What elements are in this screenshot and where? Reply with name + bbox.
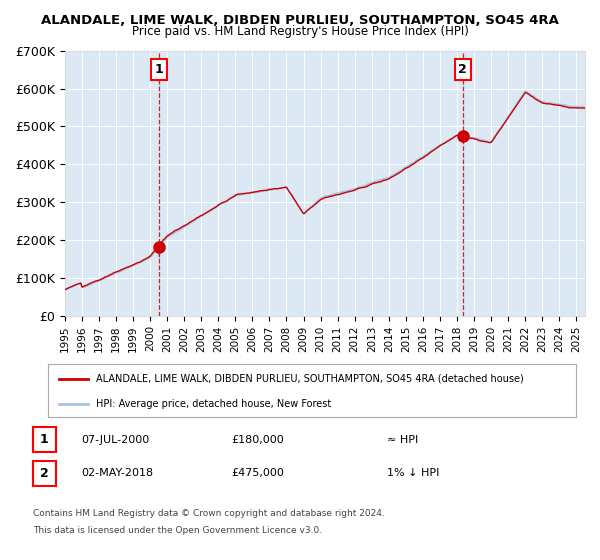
Text: 1: 1 — [155, 63, 163, 76]
Text: ≈ HPI: ≈ HPI — [387, 435, 418, 445]
Text: 2: 2 — [458, 63, 467, 76]
Text: 02-MAY-2018: 02-MAY-2018 — [81, 468, 153, 478]
Text: 2: 2 — [40, 466, 49, 480]
Text: ALANDALE, LIME WALK, DIBDEN PURLIEU, SOUTHAMPTON, SO45 4RA (detached house): ALANDALE, LIME WALK, DIBDEN PURLIEU, SOU… — [95, 374, 523, 384]
Text: 1: 1 — [40, 433, 49, 446]
Text: ALANDALE, LIME WALK, DIBDEN PURLIEU, SOUTHAMPTON, SO45 4RA: ALANDALE, LIME WALK, DIBDEN PURLIEU, SOU… — [41, 14, 559, 27]
Text: 07-JUL-2000: 07-JUL-2000 — [81, 435, 149, 445]
Text: £180,000: £180,000 — [231, 435, 284, 445]
Text: £475,000: £475,000 — [231, 468, 284, 478]
Text: This data is licensed under the Open Government Licence v3.0.: This data is licensed under the Open Gov… — [33, 526, 322, 535]
Text: HPI: Average price, detached house, New Forest: HPI: Average price, detached house, New … — [95, 399, 331, 409]
Text: Contains HM Land Registry data © Crown copyright and database right 2024.: Contains HM Land Registry data © Crown c… — [33, 509, 385, 518]
Text: Price paid vs. HM Land Registry's House Price Index (HPI): Price paid vs. HM Land Registry's House … — [131, 25, 469, 38]
Text: 1% ↓ HPI: 1% ↓ HPI — [387, 468, 439, 478]
